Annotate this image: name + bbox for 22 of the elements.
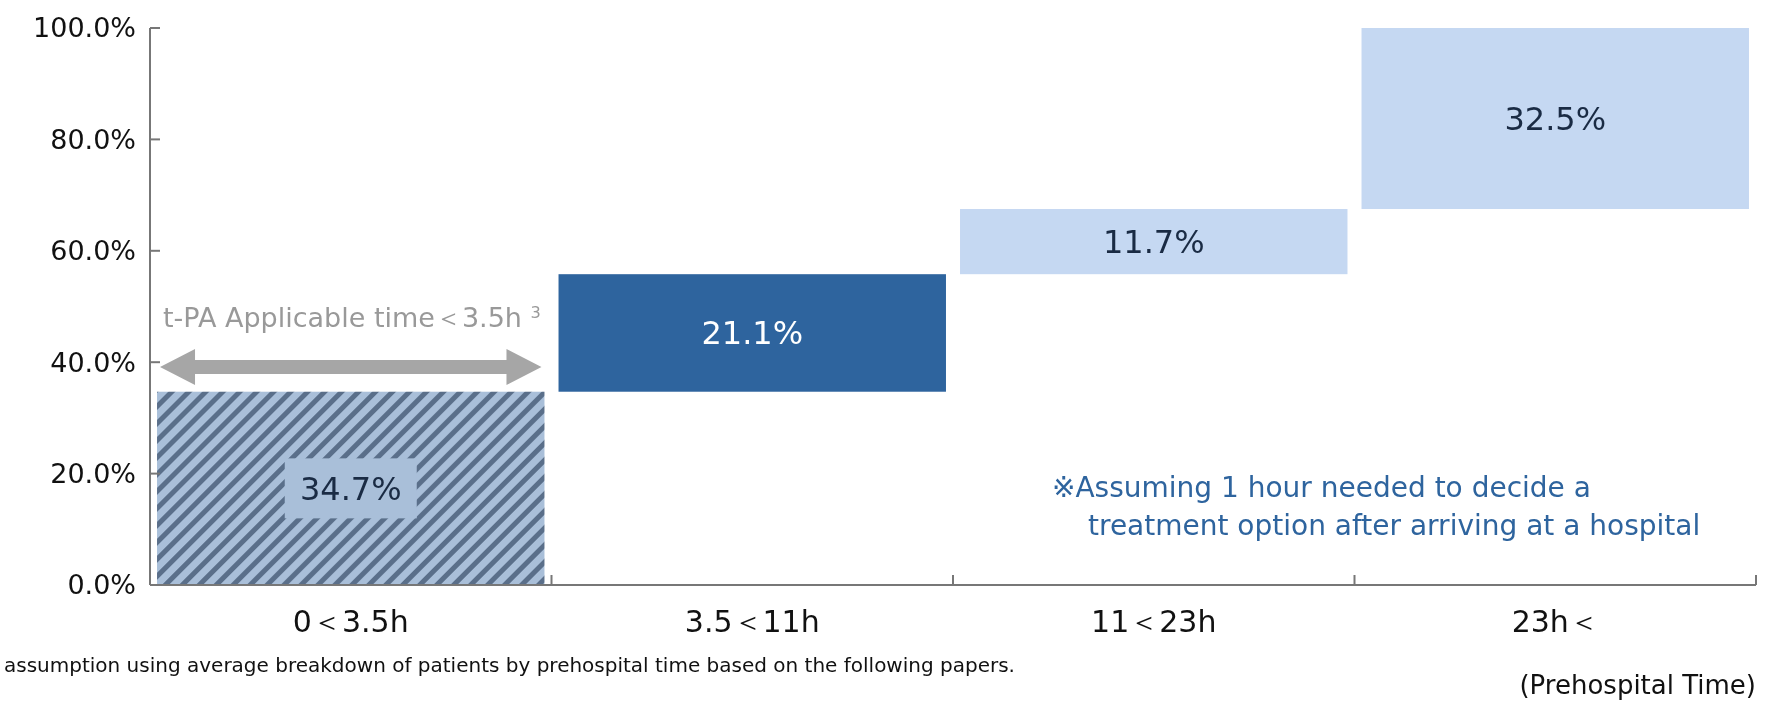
x-tick-label: 3.5＜11h: [684, 604, 820, 639]
annotation: ※Assuming 1 hour needed to decide a treatment option after arriving at a hospital: [1052, 471, 1701, 542]
x-tick-label: 0＜3.5h: [292, 604, 409, 639]
annotation: t-PA Applicable time＜3.5h $^{3}$: [163, 302, 541, 333]
y-tick-label: 80.0%: [50, 123, 136, 155]
y-tick-label: 40.0%: [50, 346, 136, 378]
y-tick-label: 60.0%: [50, 235, 136, 267]
bar: [558, 274, 946, 392]
text: assumption using average breakdown of patients by prehospital time based on the following papers.: [4, 653, 1015, 677]
bar: [960, 209, 1348, 275]
y-tick-label: 0.0%: [67, 569, 136, 601]
x-tick-label: 23h＜: [1511, 604, 1599, 639]
data-label: 32.5%: [1504, 99, 1607, 138]
data-label: 21.1%: [701, 314, 804, 353]
y-tick-label: 20.0%: [50, 458, 136, 490]
bar: [1361, 28, 1749, 210]
bar: [157, 391, 545, 585]
x-axis-title: (Prehospital Time): [1519, 670, 1756, 700]
data-label: 34.7%: [299, 469, 402, 508]
y-tick-label: 100.0%: [33, 12, 136, 44]
data-label: 11.7%: [1102, 222, 1205, 261]
x-tick-label: 11＜23h: [1091, 604, 1217, 639]
